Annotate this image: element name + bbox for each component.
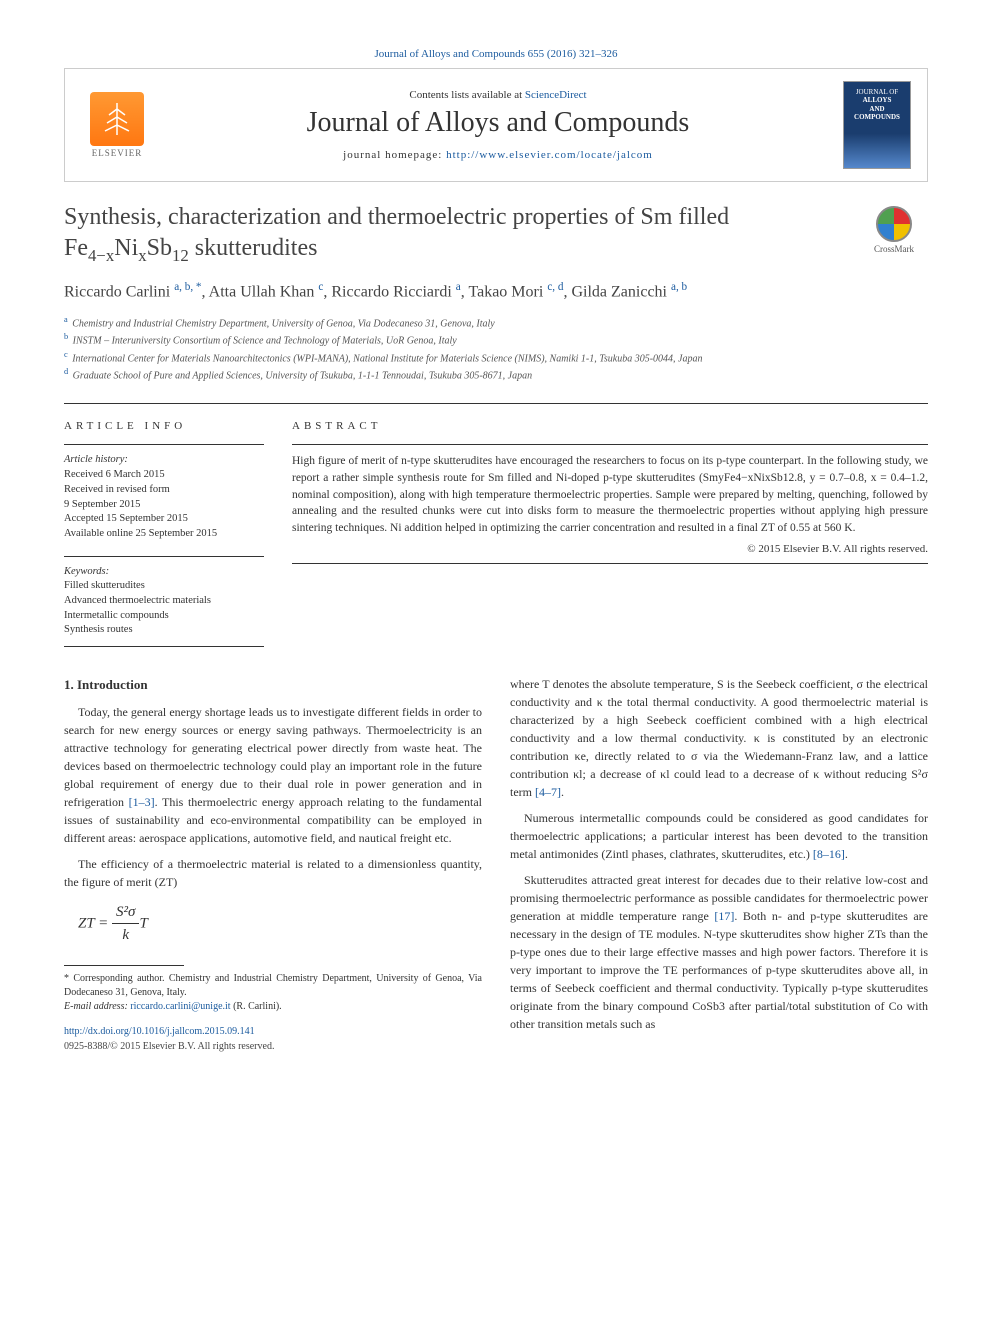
journal-title: Journal of Alloys and Compounds <box>173 107 823 139</box>
email-suffix: (R. Carlini). <box>231 1001 282 1012</box>
issn-copyright-line: 0925-8388/© 2015 Elsevier B.V. All right… <box>64 1041 274 1052</box>
keyword-line: Synthesis routes <box>64 623 264 638</box>
email-label: E-mail address: <box>64 1001 130 1012</box>
homepage-link[interactable]: http://www.elsevier.com/locate/jalcom <box>446 149 653 161</box>
crossmark-badge[interactable]: CrossMark <box>860 206 928 254</box>
keywords-label: Keywords: <box>64 565 264 580</box>
affiliation-line: b INSTM – Interuniversity Consortium of … <box>64 331 928 348</box>
reference-link[interactable]: [17] <box>714 909 734 923</box>
keyword-line: Advanced thermoelectric materials <box>64 594 264 609</box>
corresponding-author-footnote: * Corresponding author. Chemistry and In… <box>64 972 482 1000</box>
zt-formula: ZT = S²σkT <box>78 901 482 947</box>
cover-line2: ALLOYS <box>863 96 892 104</box>
history-line: Received in revised form <box>64 483 264 498</box>
affiliation-line: c International Center for Materials Nan… <box>64 349 928 366</box>
keywords-block: Keywords: Filled skutteruditesAdvanced t… <box>64 556 264 647</box>
formula-denominator: k <box>112 924 139 947</box>
elsevier-tree-icon <box>90 92 144 146</box>
history-line: Received 6 March 2015 <box>64 468 264 483</box>
elsevier-logo: ELSEVIER <box>81 86 153 164</box>
formula-tail: T <box>139 915 147 931</box>
reference-link[interactable]: [1–3] <box>129 795 155 809</box>
crossmark-label: CrossMark <box>874 244 914 254</box>
keyword-line: Filled skutterudites <box>64 579 264 594</box>
body-right-column: where T denotes the absolute temperature… <box>510 675 928 1054</box>
contents-line: Contents lists available at ScienceDirec… <box>173 89 823 101</box>
keyword-line: Intermetallic compounds <box>64 609 264 624</box>
article-title: Synthesis, characterization and thermoel… <box>64 202 844 267</box>
reference-link[interactable]: [4–7] <box>535 785 561 799</box>
history-line: 9 September 2015 <box>64 498 264 513</box>
abstract-column: ABSTRACT High figure of merit of n-type … <box>292 420 928 647</box>
body-columns: 1. Introduction Today, the general energ… <box>64 675 928 1054</box>
article-history: Article history: Received 6 March 2015Re… <box>64 444 264 541</box>
affiliation-line: d Graduate School of Pure and Applied Sc… <box>64 366 928 383</box>
authors-line: Riccardo Carlini a, b, *, Atta Ullah Kha… <box>64 279 928 304</box>
abstract-copyright: © 2015 Elsevier B.V. All rights reserved… <box>292 543 928 564</box>
body-paragraph: where T denotes the absolute temperature… <box>510 675 928 801</box>
journal-header-box: ELSEVIER Contents lists available at Sci… <box>64 68 928 182</box>
body-paragraph: Numerous intermetallic compounds could b… <box>510 809 928 863</box>
history-line: Available online 25 September 2015 <box>64 527 264 542</box>
corresponding-email-link[interactable]: riccardo.carlini@unige.it <box>130 1001 230 1012</box>
journal-cover-thumbnail: JOURNAL OF ALLOYS AND COMPOUNDS <box>843 81 911 169</box>
formula-numerator: S²σ <box>112 901 139 925</box>
article-info-label: ARTICLE INFO <box>64 420 264 432</box>
journal-reference: Journal of Alloys and Compounds 655 (201… <box>64 48 928 60</box>
body-paragraph: Skutterudites attracted great interest f… <box>510 871 928 1033</box>
cover-line1: JOURNAL OF <box>856 88 898 96</box>
abstract-label: ABSTRACT <box>292 420 928 432</box>
doi-link[interactable]: http://dx.doi.org/10.1016/j.jallcom.2015… <box>64 1026 255 1037</box>
journal-homepage-line: journal homepage: http://www.elsevier.co… <box>173 149 823 161</box>
email-footnote: E-mail address: riccardo.carlini@unige.i… <box>64 1000 482 1014</box>
abstract-text: High figure of merit of n-type skutterud… <box>292 444 928 536</box>
crossmark-icon <box>876 206 912 242</box>
footnote-separator <box>64 965 184 966</box>
article-info-column: ARTICLE INFO Article history: Received 6… <box>64 420 264 647</box>
cover-line3: AND COMPOUNDS <box>848 105 906 122</box>
homepage-prefix: journal homepage: <box>343 149 446 161</box>
intro-heading: 1. Introduction <box>64 675 482 695</box>
body-paragraph: Today, the general energy shortage leads… <box>64 703 482 847</box>
history-label: Article history: <box>64 453 264 468</box>
formula-lhs: ZT = <box>78 915 112 931</box>
reference-link[interactable]: [8–16] <box>813 847 845 861</box>
affiliations-block: a Chemistry and Industrial Chemistry Dep… <box>64 314 928 383</box>
elsevier-label: ELSEVIER <box>92 148 143 158</box>
body-paragraph: The efficiency of a thermoelectric mater… <box>64 855 482 891</box>
history-line: Accepted 15 September 2015 <box>64 512 264 527</box>
body-left-column: 1. Introduction Today, the general energ… <box>64 675 482 1054</box>
affiliation-line: a Chemistry and Industrial Chemistry Dep… <box>64 314 928 331</box>
contents-prefix: Contents lists available at <box>409 89 524 101</box>
sciencedirect-link[interactable]: ScienceDirect <box>525 89 587 101</box>
footer-block: http://dx.doi.org/10.1016/j.jallcom.2015… <box>64 1024 482 1054</box>
